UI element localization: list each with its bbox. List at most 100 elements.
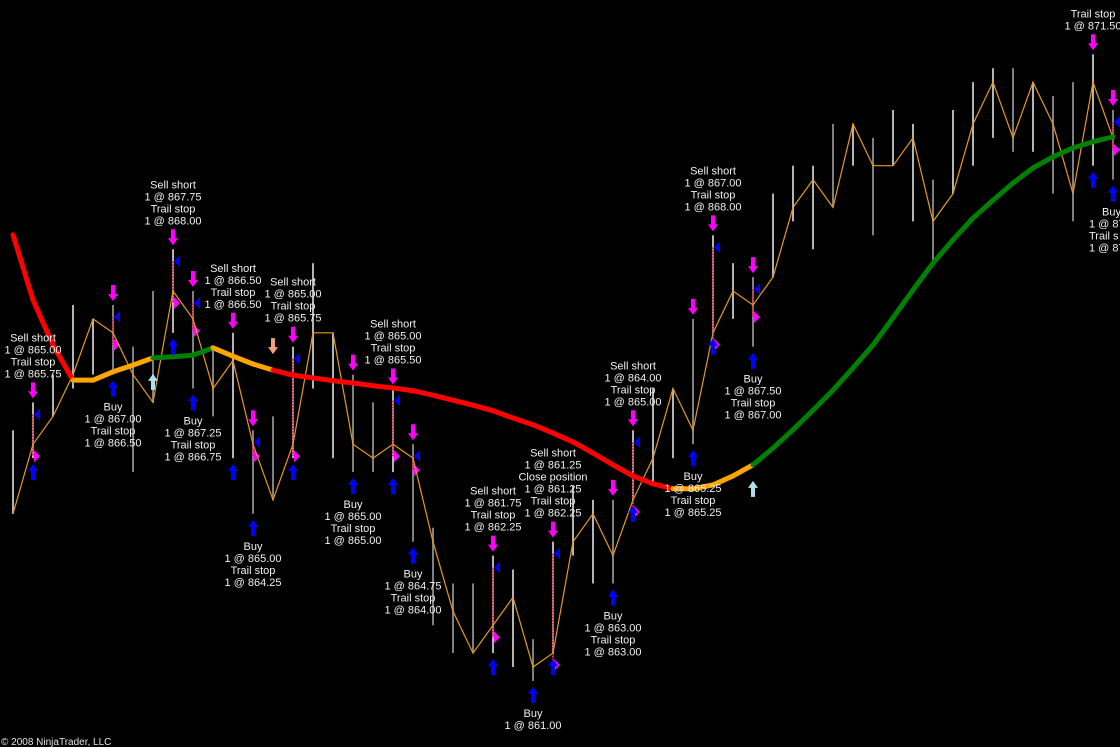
- buy-label-line: Trail stop: [171, 440, 216, 452]
- exit-marker-icon: [294, 450, 300, 463]
- buy-label-line: Buy: [524, 708, 543, 720]
- moving-average-segment: [170, 352, 196, 360]
- sell-label-line: 1 @ 862.25: [524, 508, 581, 520]
- buy-label-line: Trail stop: [671, 495, 716, 507]
- moving-average-segment: [770, 427, 796, 451]
- buy-label-line: 1 @ 87: [1089, 219, 1120, 231]
- moving-average-segment: [830, 365, 856, 393]
- buy-arrow-icon: [1088, 171, 1098, 188]
- signal-arrows: [28, 34, 1118, 703]
- sell-arrow-icon: [288, 326, 298, 343]
- copyright-text: © 2008 NinjaTrader, LLC: [1, 737, 112, 747]
- buy-label-line: Buy: [744, 374, 763, 386]
- moving-average-segment: [10, 232, 36, 303]
- moving-average-segment: [110, 362, 136, 375]
- exit-marker-icon: [174, 297, 180, 310]
- sell-label-line: 1 @ 867.00: [684, 177, 741, 189]
- moving-average-segment: [650, 481, 676, 492]
- moving-average-segment: [190, 345, 216, 358]
- sell-arrow-icon: [168, 229, 178, 246]
- sell-label-line: Sell short: [690, 165, 736, 177]
- buy-label-line: Buy: [684, 471, 703, 483]
- sell-arrow-icon: [688, 298, 698, 315]
- buy-arrow-icon: [288, 464, 298, 481]
- buy-label-line: 1 @ 867.50: [724, 386, 781, 398]
- moving-average-segment: [950, 215, 976, 243]
- sell-arrow-icon: [1108, 90, 1118, 107]
- buy-arrow-icon: [168, 338, 178, 355]
- buy-label-line: 1 @ 865.25: [664, 483, 721, 495]
- buy-label-line: Trail stop: [391, 593, 436, 605]
- sell-arrow-icon: [228, 312, 238, 329]
- sell-label-line: 1 @ 865.75: [264, 313, 321, 325]
- sell-label-line: Trail stop: [691, 189, 736, 201]
- entry-marker-icon: [634, 436, 640, 449]
- sell-label-line: 1 @ 861.25: [524, 484, 581, 496]
- sell-arrow-icon: [488, 535, 498, 552]
- sell-arrow-icon: [708, 215, 718, 232]
- sell-label-line: 1 @ 866.50: [204, 275, 261, 287]
- moving-average-segment: [390, 385, 416, 394]
- sell-label-line: Sell short: [610, 360, 656, 372]
- sell-arrow-icon: [408, 424, 418, 441]
- moving-average-segment: [1070, 139, 1096, 151]
- buy-label-line: Trail stop: [231, 565, 276, 577]
- moving-average-segment: [330, 378, 356, 386]
- sell-arrow-icon: [628, 410, 638, 427]
- signal-labels: Sell short 1 @ 865.00 Trail stop 1 @ 865.75…: [4, 8, 1120, 732]
- moving-average-segment: [50, 342, 76, 383]
- sell-arrow-icon: [748, 257, 758, 274]
- sell-label-line: Trail stop: [211, 287, 256, 299]
- buy-arrow-icon: [108, 380, 118, 397]
- buy-label-line: 1 @ 864.75: [384, 581, 441, 593]
- buy-arrow-icon: [248, 519, 258, 536]
- moving-average-segment: [910, 260, 936, 293]
- sell-label-line: 1 @ 871.50: [1064, 20, 1120, 32]
- moving-average-segment: [590, 450, 616, 468]
- sell-arrow-icon: [548, 521, 558, 538]
- moving-average-segment: [870, 315, 896, 348]
- buy-label-line: 1 @ 863.00: [584, 646, 641, 658]
- sell-label-line: 1 @ 865.00: [604, 396, 661, 408]
- sell-label-line: 1 @ 866.50: [204, 299, 261, 311]
- close-line-path: [12, 79, 1114, 668]
- sell-label-line: Trail stop: [11, 356, 56, 368]
- sell-label-line: Sell short: [150, 179, 196, 191]
- sell-arrow-icon: [248, 410, 258, 427]
- trend-down-arrow-icon: [268, 338, 278, 355]
- buy-label-line: 1 @ 863.00: [584, 622, 641, 634]
- exit-marker-icon: [394, 450, 400, 463]
- moving-average-segment: [250, 361, 276, 373]
- buy-label-line: Trail stop: [91, 426, 136, 438]
- moving-average-segment: [130, 355, 156, 368]
- sell-label-line: Trail stop: [151, 203, 196, 215]
- entry-marker-icon: [254, 436, 260, 449]
- sell-label-line: 1 @ 868.00: [144, 215, 201, 227]
- moving-average-segment: [1050, 145, 1076, 160]
- buy-arrow-icon: [628, 505, 638, 522]
- buy-label-line: 1 @ 87: [1089, 243, 1120, 255]
- moving-average-segment: [790, 407, 816, 433]
- buy-label-line: 1 @ 866.50: [84, 438, 141, 450]
- buy-label-line: Trail s: [1089, 231, 1119, 243]
- entry-marker-icon: [194, 297, 200, 310]
- trend-up-arrow-icon: [148, 373, 158, 390]
- entry-marker-icon: [394, 394, 400, 407]
- moving-average-segment: [370, 383, 396, 391]
- moving-average-segment: [410, 388, 436, 398]
- moving-average-segment: [930, 237, 956, 266]
- buy-arrow-icon: [388, 478, 398, 495]
- moving-average-segment: [810, 387, 836, 413]
- buy-label-line: Trail stop: [331, 523, 376, 535]
- buy-arrow-icon: [348, 478, 358, 495]
- entry-marker-icon: [414, 450, 420, 463]
- buy-label-line: Buy: [604, 610, 623, 622]
- buy-label-line: 1 @ 867.00: [84, 414, 141, 426]
- sell-label-line: 1 @ 861.75: [464, 498, 521, 510]
- buy-label-line: 1 @ 864.25: [224, 577, 281, 589]
- buy-label-line: Trail stop: [591, 634, 636, 646]
- buy-label-line: 1 @ 867.00: [724, 410, 781, 422]
